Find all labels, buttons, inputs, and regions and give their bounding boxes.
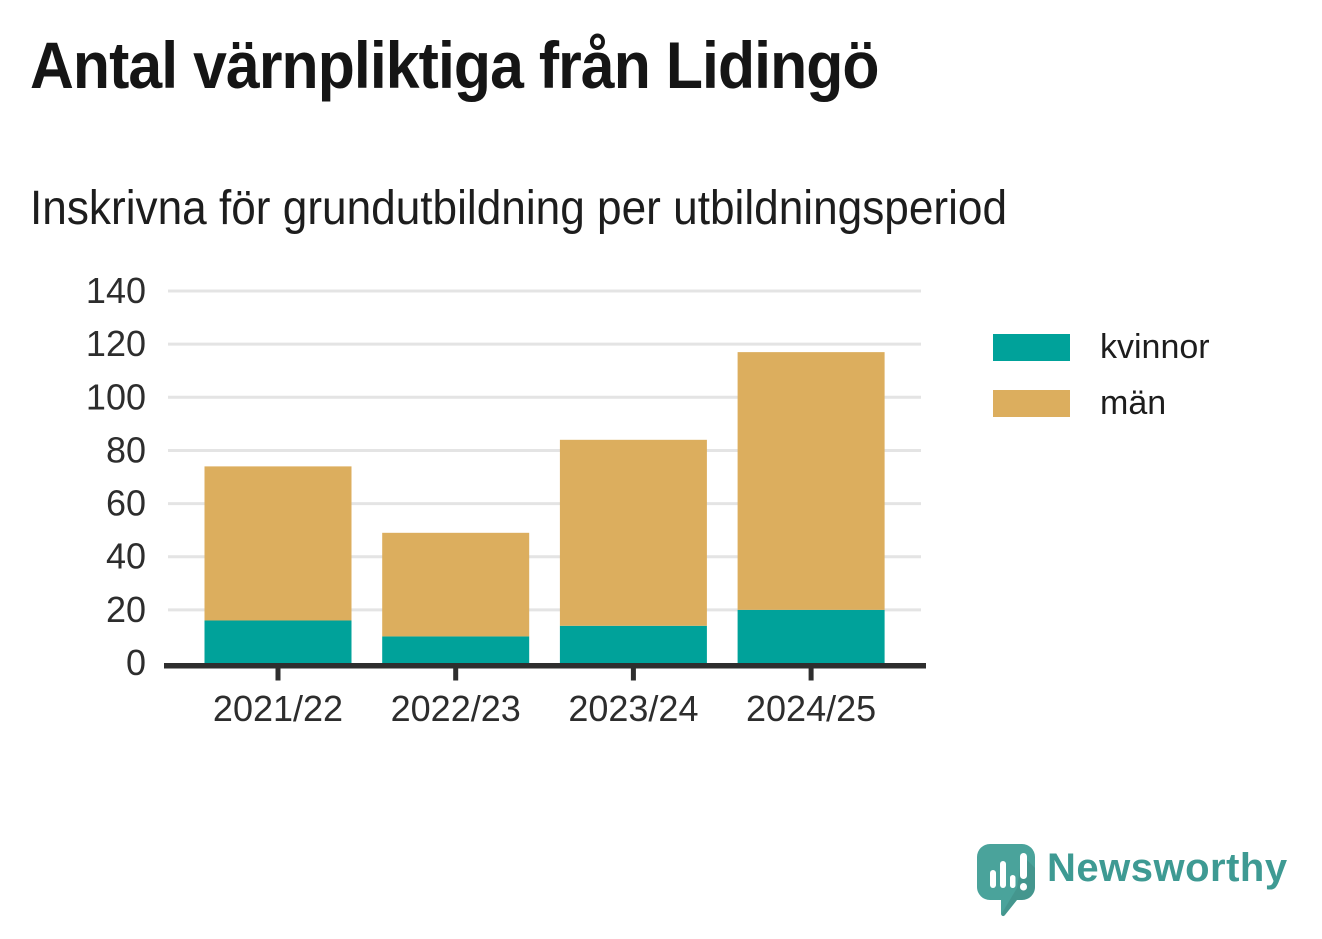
bar-segment-kvinnor xyxy=(737,609,885,663)
y-tick-label: 100 xyxy=(86,376,146,417)
x-tick-mark xyxy=(275,668,281,681)
legend-label-man: män xyxy=(1100,384,1167,422)
bar-segment-män xyxy=(737,352,885,610)
x-axis-line xyxy=(164,663,926,669)
bar-segment-kvinnor xyxy=(382,636,530,663)
logo-bar-chart-glyph xyxy=(990,853,1027,891)
y-tick-label: 140 xyxy=(86,270,146,311)
brand-wordmark: Newsworthy xyxy=(1047,846,1288,890)
y-tick-label: 0 xyxy=(126,642,146,683)
x-tick-label: 2023/24 xyxy=(568,688,698,729)
x-tick-label: 2024/25 xyxy=(746,688,876,729)
chart-legend: kvinnor män xyxy=(993,328,1210,446)
x-tick-label: 2022/23 xyxy=(391,688,521,729)
newsworthy-speech-bubble-icon xyxy=(977,844,1035,917)
bar-segment-kvinnor xyxy=(559,625,707,663)
x-tick-mark xyxy=(808,668,814,681)
bar-segment-kvinnor xyxy=(204,620,352,663)
bar-segment-män xyxy=(204,466,352,621)
y-tick-label: 40 xyxy=(106,536,146,577)
y-tick-label: 60 xyxy=(106,483,146,524)
chart-title: Antal värnpliktiga från Lidingö xyxy=(30,28,880,102)
y-tick-label: 20 xyxy=(106,589,146,630)
x-tick-mark xyxy=(630,668,636,681)
bar-segment-män xyxy=(559,439,707,626)
bar-segment-män xyxy=(382,532,530,637)
y-tick-label: 80 xyxy=(106,429,146,470)
legend-item-man: män xyxy=(993,384,1210,422)
x-tick-mark xyxy=(453,668,459,681)
chart-subtitle: Inskrivna för grundutbildning per utbild… xyxy=(30,182,1008,235)
legend-swatch-kvinnor xyxy=(993,334,1070,361)
y-tick-label: 120 xyxy=(86,323,146,364)
legend-label-kvinnor: kvinnor xyxy=(1100,328,1210,366)
legend-item-kvinnor: kvinnor xyxy=(993,328,1210,366)
x-tick-label: 2021/22 xyxy=(213,688,343,729)
stacked-bar-chart: 2021/22 2022/23 2023/24 2024/25 0 20 40 60 80 100… xyxy=(86,270,926,729)
newsworthy-logo: Newsworthy xyxy=(977,844,1288,918)
legend-swatch-man xyxy=(993,390,1070,417)
